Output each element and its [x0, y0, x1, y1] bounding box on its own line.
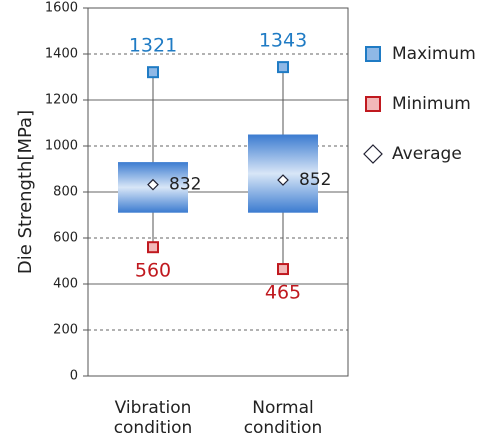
y-tick-label: 800 — [53, 185, 78, 200]
legend-swatch — [365, 46, 381, 62]
y-tick-label: 1600 — [45, 1, 78, 16]
y-axis-label: Die Strength[MPa] — [15, 110, 36, 274]
min-marker — [147, 241, 159, 254]
box — [248, 134, 318, 213]
legend-label: Maximum — [392, 44, 476, 64]
max-label: 1321 — [129, 35, 177, 57]
legend-label: Average — [392, 144, 462, 164]
y-tick-label: 600 — [53, 231, 78, 246]
y-tick-label: 1200 — [45, 93, 78, 108]
min-label: 465 — [265, 282, 301, 304]
legend-swatch — [363, 144, 383, 164]
average-label: 852 — [299, 170, 331, 190]
y-tick-label: 400 — [53, 277, 78, 292]
min-label: 560 — [135, 260, 171, 282]
average-marker — [277, 174, 289, 186]
max-marker — [147, 66, 159, 79]
plot-frame — [87, 7, 349, 377]
y-tick-label: 0 — [70, 369, 78, 384]
y-tick-label: 1000 — [45, 139, 78, 154]
legend-swatch — [365, 96, 381, 112]
x-tick-label: condition — [244, 418, 323, 438]
max-label: 1343 — [259, 30, 307, 52]
x-tick-label: condition — [114, 418, 193, 438]
average-label: 832 — [169, 175, 201, 195]
x-tick-label: Normal — [252, 398, 314, 418]
max-marker — [277, 61, 289, 74]
x-tick-label: Vibration — [115, 398, 192, 418]
average-marker — [147, 178, 159, 191]
legend-label: Minimum — [392, 94, 471, 114]
y-tick-label: 200 — [53, 323, 78, 338]
min-marker — [277, 263, 289, 276]
y-tick-label: 1400 — [45, 47, 78, 62]
